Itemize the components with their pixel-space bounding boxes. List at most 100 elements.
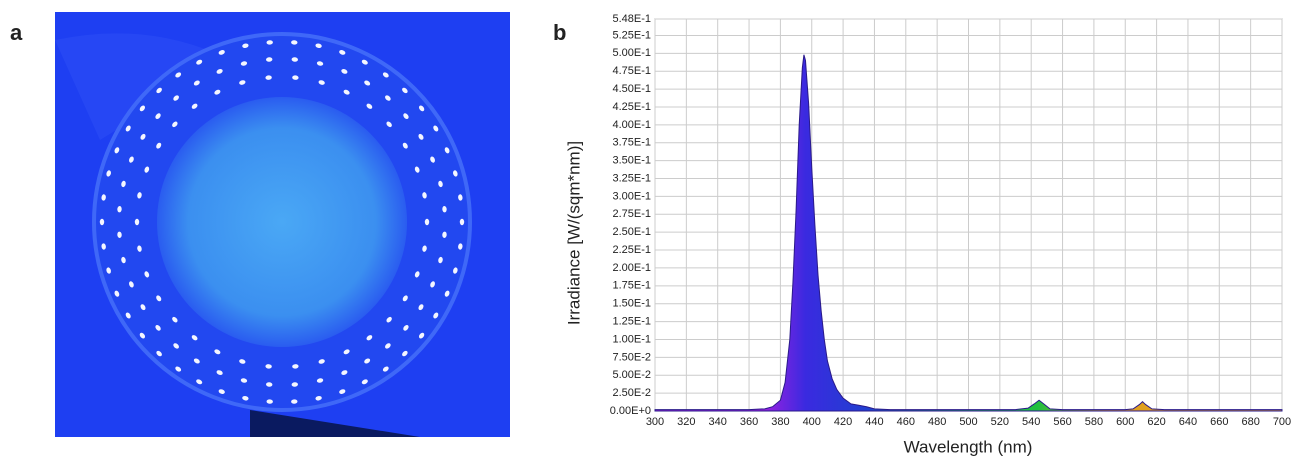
hole (453, 170, 458, 177)
hole (156, 142, 162, 149)
y-tick-label: 4.25E-1 (612, 101, 651, 113)
hole (196, 59, 203, 65)
hole (155, 325, 161, 331)
panel-label: b (553, 20, 566, 45)
hole (139, 105, 146, 112)
hole (175, 72, 182, 78)
hole (418, 304, 424, 311)
hole (114, 147, 120, 154)
hole (240, 61, 248, 66)
hole (422, 192, 427, 199)
hole (218, 50, 225, 55)
hole (318, 80, 325, 85)
hole (382, 72, 389, 78)
hole (156, 87, 162, 94)
x-tick-label: 300 (646, 416, 664, 428)
hole (239, 359, 246, 364)
hole (266, 399, 273, 404)
hole (418, 105, 425, 112)
hole (438, 256, 443, 264)
hole (292, 75, 299, 80)
hole (315, 395, 322, 401)
y-tick-label: 2.75E-1 (612, 208, 651, 220)
hole (156, 350, 162, 357)
hole (172, 121, 178, 128)
hole (129, 156, 134, 163)
hole (386, 316, 392, 323)
hole (218, 389, 225, 394)
hole (453, 267, 458, 274)
hole (382, 366, 389, 372)
hole (173, 95, 179, 101)
x-tick-label: 400 (803, 416, 821, 428)
hole (442, 206, 447, 213)
hole (343, 349, 350, 355)
hole (240, 378, 248, 383)
hole (125, 312, 131, 319)
x-tick-label: 540 (1022, 416, 1040, 428)
hole (266, 382, 273, 387)
hole (361, 59, 368, 65)
hole (364, 80, 371, 86)
y-tick-label: 3.25E-1 (612, 172, 651, 184)
hole (196, 379, 203, 385)
hole (430, 281, 435, 288)
hole (155, 113, 161, 119)
hole (265, 364, 272, 369)
x-axis-label: Wavelength (nm) (904, 437, 1033, 456)
hole (140, 133, 146, 140)
hole (444, 290, 450, 297)
panel-label: a (10, 20, 23, 45)
hole (414, 166, 420, 173)
hole (364, 358, 371, 364)
x-tick-label: 360 (740, 416, 758, 428)
hole (191, 335, 198, 341)
x-tick-label: 460 (897, 416, 915, 428)
hole (99, 218, 105, 226)
hole (291, 382, 298, 387)
x-tick-label: 640 (1179, 416, 1197, 428)
x-tick-label: 600 (1116, 416, 1134, 428)
x-tick-label: 660 (1210, 416, 1228, 428)
hole (339, 50, 346, 55)
y-tick-label: 0.00E+0 (610, 405, 651, 417)
x-tick-label: 700 (1273, 416, 1291, 428)
y-tick-label: 3.75E-1 (612, 137, 651, 149)
y-tick-label: 5.48E-1 (612, 13, 651, 25)
hole (117, 231, 122, 238)
hole (402, 142, 408, 149)
hole (291, 399, 298, 404)
hole (402, 350, 408, 357)
y-tick-label: 4.50E-1 (612, 83, 651, 95)
hole (444, 147, 450, 154)
hole (140, 304, 146, 311)
y-tick-label: 1.00E-1 (612, 333, 651, 345)
hole (139, 332, 146, 339)
x-tick-label: 420 (834, 416, 852, 428)
hole (191, 103, 198, 109)
hole (422, 245, 427, 252)
hole (101, 194, 106, 201)
hole (106, 267, 111, 274)
hole (414, 271, 420, 278)
hole (266, 40, 273, 45)
y-tick-label: 1.25E-1 (612, 315, 651, 327)
hole (424, 218, 430, 226)
hole (129, 281, 134, 288)
x-tick-label: 340 (709, 416, 727, 428)
y-tick-label: 5.00E-2 (612, 369, 651, 381)
hole (418, 133, 424, 140)
hole (291, 57, 298, 62)
hole (361, 379, 368, 385)
y-tick-label: 2.50E-2 (612, 387, 651, 399)
hole (137, 245, 142, 252)
y-tick-label: 2.25E-1 (612, 244, 651, 256)
y-tick-label: 3.50E-1 (612, 155, 651, 167)
hole (433, 312, 439, 319)
hole (430, 156, 435, 163)
hole (117, 206, 122, 213)
hole (175, 366, 182, 372)
hole (101, 243, 106, 250)
hole (121, 256, 126, 264)
